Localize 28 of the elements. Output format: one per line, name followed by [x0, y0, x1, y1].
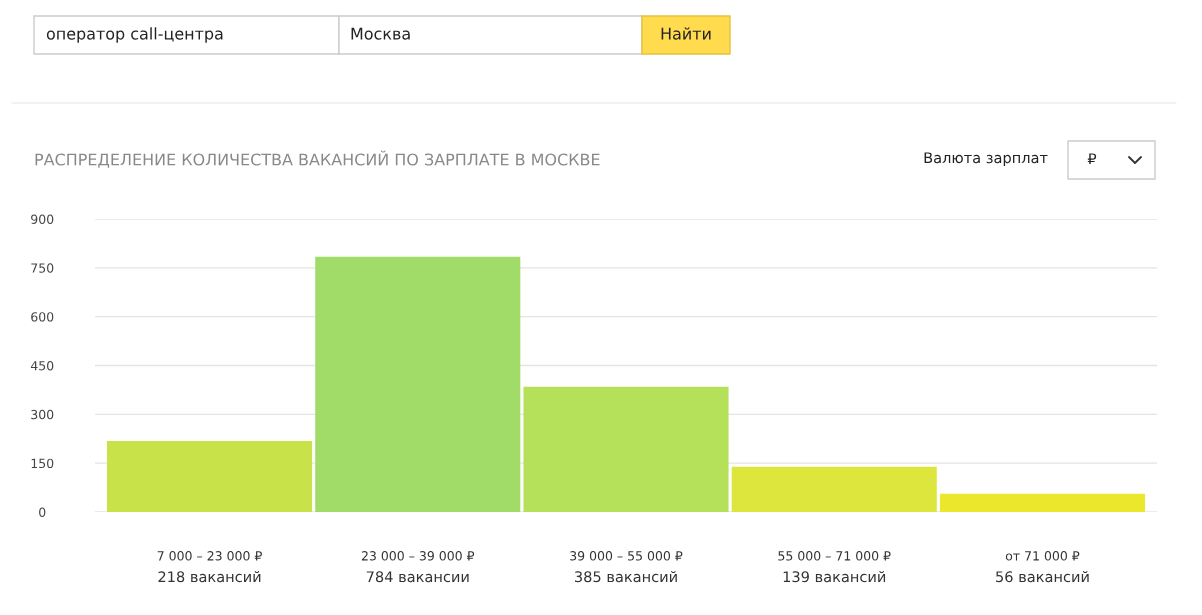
bar — [315, 256, 521, 512]
bar — [106, 441, 313, 512]
text: оператор call-центра — [46, 27, 223, 43]
x-tick-label: 39 000 – 55 000 ₽ — [570, 551, 683, 561]
bar — [731, 466, 937, 512]
y-tick-label: 750 — [31, 263, 54, 273]
x-tick-label: 23 000 – 39 000 ₽ — [361, 551, 475, 561]
y-tick-label: 600 — [31, 312, 54, 322]
data-label: 139 вакансий — [783, 571, 886, 583]
y-tick-label: 0 — [39, 507, 46, 517]
bar — [939, 493, 1146, 512]
data-label: 784 вакансии — [366, 571, 469, 583]
text: Москва — [351, 27, 410, 40]
data-label: 56 вакансий — [996, 571, 1089, 583]
text: Найти — [661, 27, 711, 40]
text: ₽ — [1087, 153, 1097, 165]
y-tick-label: 300 — [31, 409, 54, 420]
y-tick-label: 150 — [31, 458, 54, 469]
bar — [523, 386, 729, 512]
y-tick-label: 450 — [30, 360, 54, 371]
data-label: 218 вакансий — [158, 571, 261, 583]
x-tick-label: от 71 000 ₽ — [1005, 551, 1080, 561]
data-label: 385 вакансий — [574, 571, 677, 583]
chart-title: РАСПРЕДЕЛЕНИЕ КОЛИЧЕСТВА ВАКАНСИЙ ПО ЗАРПЛАТЕ В МОСКВЕ — [35, 150, 600, 168]
y-tick-label: 900 — [31, 214, 54, 224]
x-tick-label: 7 000 – 23 000 ₽ — [157, 551, 262, 561]
x-tick-label: 55 000 – 71 000 ₽ — [778, 551, 891, 561]
text: Валюта зарплат — [924, 152, 1048, 167]
